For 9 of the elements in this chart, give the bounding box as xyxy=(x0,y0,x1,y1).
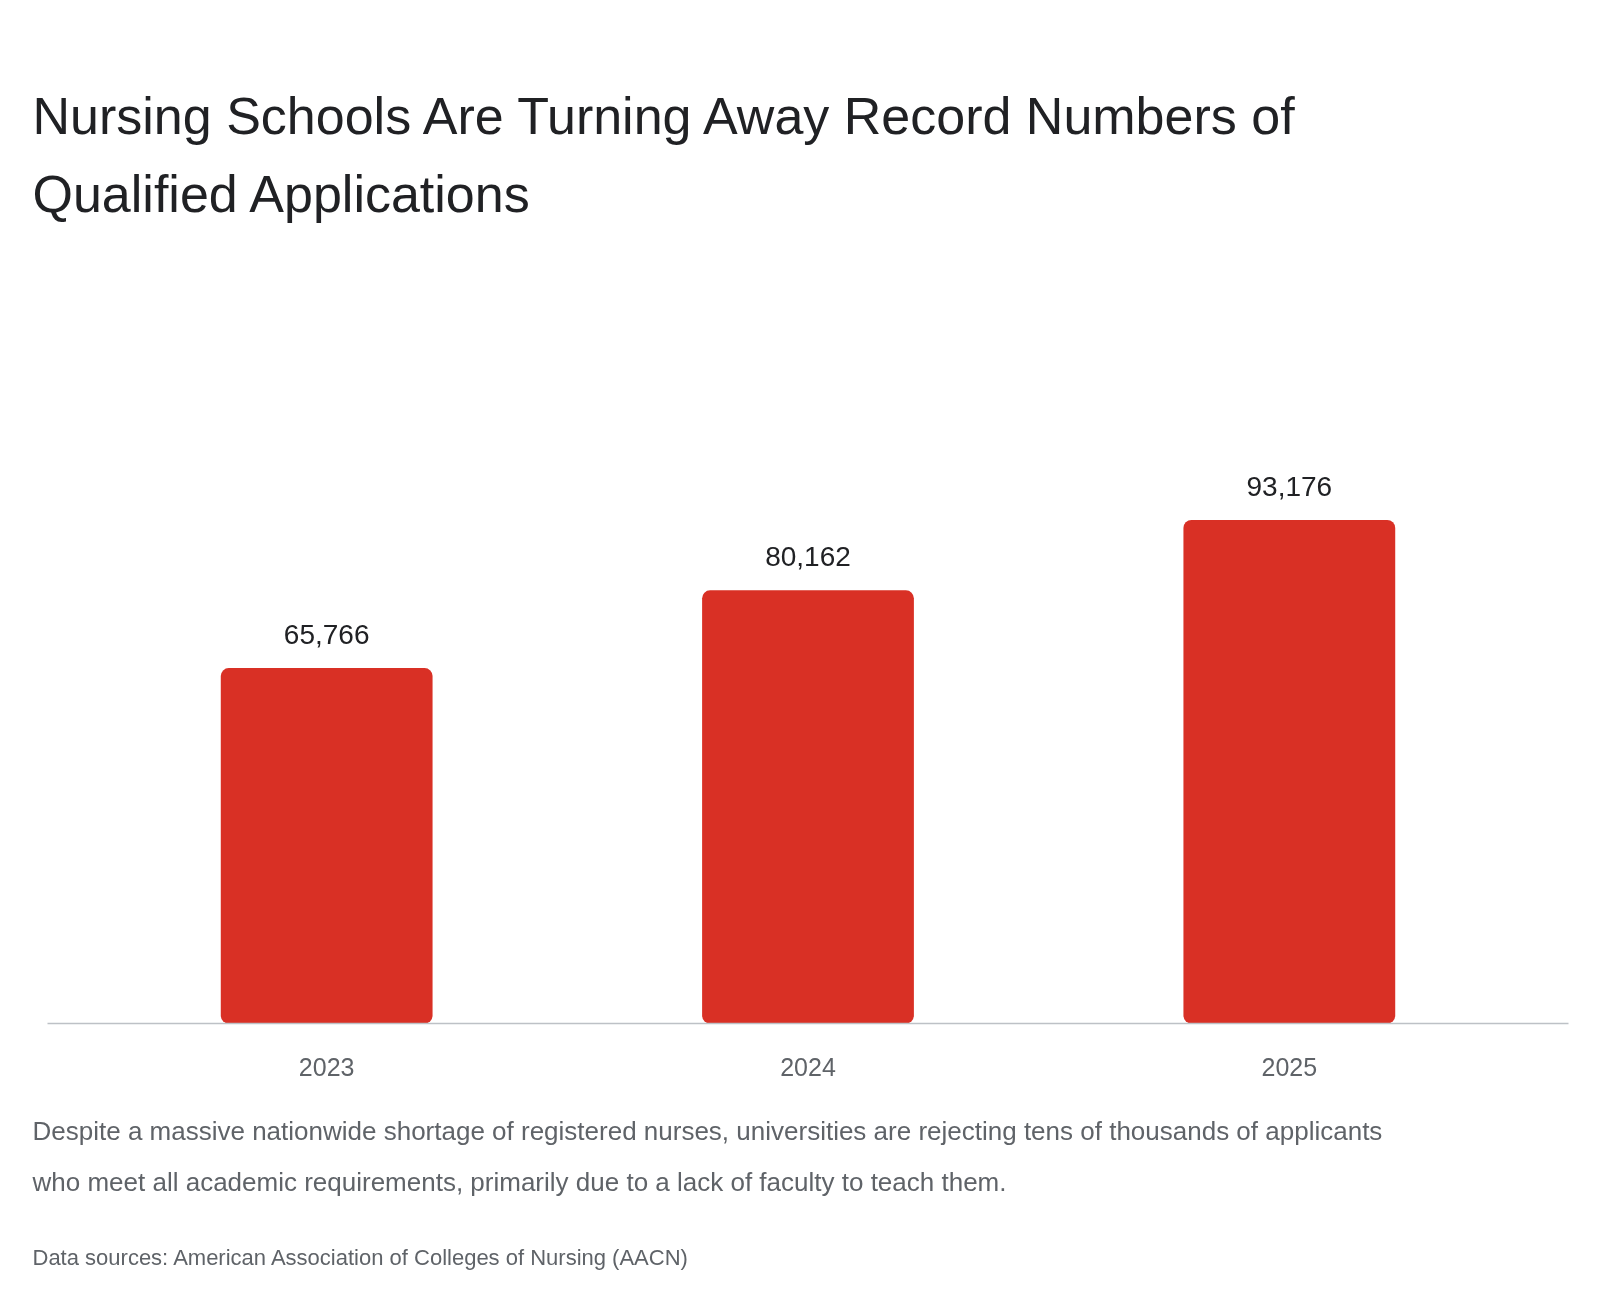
x-tick-label: 2023 xyxy=(298,1052,355,1081)
chart-title: Nursing Schools Are Turning Away Record Numbers of Qualified Applications xyxy=(32,87,1296,224)
data-label: 80,162 xyxy=(765,541,851,573)
data-label: 65,766 xyxy=(283,619,370,651)
x-tick-label: 2025 xyxy=(1261,1052,1318,1081)
x-tick-label: 2024 xyxy=(780,1052,836,1081)
text: Data sources: American Association of Colleges of Nursing (AACN) xyxy=(32,1244,688,1270)
text: Despite a massive nationwide shortage of registered nurses, universities are rejecting tens of thousands of applicants who meet all academic requirements, primarily due to a lack of faculty to teach them. xyxy=(31,1115,1383,1197)
data-label: 93,176 xyxy=(1246,470,1333,502)
